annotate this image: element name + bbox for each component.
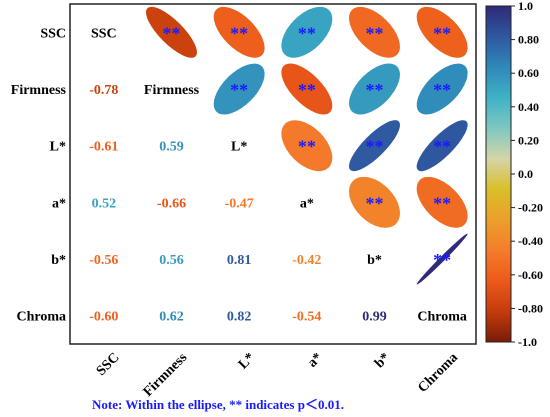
- coef-label: 0.56: [159, 253, 184, 268]
- col-label-b: b*: [372, 350, 393, 371]
- footnote: Note: Within the ellipse, ** indicates p…: [92, 397, 344, 412]
- diag-label-l: L*: [231, 140, 247, 155]
- coef-label: -0.42: [292, 253, 321, 268]
- colorbar-tick-label: -0.80: [518, 301, 543, 315]
- significance-marker: **: [230, 80, 248, 100]
- colorbar-tick-label: -0.40: [518, 234, 543, 248]
- coef-label: 0.59: [159, 140, 184, 155]
- col-label-firmness: Firmness: [141, 350, 191, 400]
- colorbar-tick-label: -1.0: [518, 335, 537, 349]
- coef-label: 0.99: [362, 310, 387, 325]
- colorbar-tick-label: 0.40: [518, 100, 539, 114]
- corr-ellipse: [348, 176, 400, 228]
- corr-ellipse: [213, 6, 265, 58]
- corr-ellipse: [416, 176, 468, 228]
- colorbar-tick-label: 0.80: [518, 33, 539, 47]
- significance-marker: **: [433, 80, 451, 100]
- significance-marker: **: [230, 23, 248, 43]
- corr-ellipse: [349, 63, 400, 115]
- diag-label-ssc: SSC: [91, 26, 117, 41]
- row-label-chroma: Chroma: [16, 310, 66, 325]
- coef-label: -0.61: [89, 140, 118, 155]
- coef-label: 0.52: [92, 196, 117, 211]
- corr-ellipse: [416, 233, 468, 285]
- row-label-ssc: SSC: [40, 26, 66, 41]
- corr-ellipse: [281, 120, 333, 172]
- diag-label-chroma: Chroma: [417, 310, 467, 325]
- corr-ellipse: [416, 120, 468, 172]
- col-label-chroma: Chroma: [415, 350, 461, 396]
- corr-ellipse: [281, 6, 333, 58]
- coef-label: 0.81: [227, 253, 252, 268]
- colorbar-tick-label: 0.0: [518, 167, 533, 181]
- significance-marker: **: [298, 23, 316, 43]
- col-label-l: L*: [236, 350, 258, 372]
- diag-label-firmness: Firmness: [144, 83, 200, 98]
- colorbar-gradient: [485, 5, 512, 343]
- significance-marker: **: [298, 137, 316, 157]
- colorbar: 1.0 0.80 0.60 0.40 0.20 0.0 -0.20 -0.40 -0.60 -0.…: [485, 0, 543, 349]
- matrix-frame: [69, 3, 477, 345]
- corr-ellipse: [348, 120, 400, 172]
- colorbar-tick-label: 0.60: [518, 66, 539, 80]
- coef-label: -0.47: [225, 196, 254, 211]
- coef-label: 0.82: [227, 310, 252, 325]
- coef-label: -0.60: [89, 310, 118, 325]
- diag-label-b: b*: [367, 253, 382, 268]
- matrix-cells: SSC ** ** ** ** ** -0.78 Firmness ** ** ** ** -0.61 0…: [89, 6, 468, 325]
- significance-marker: **: [366, 23, 384, 43]
- col-label-ssc: SSC: [94, 350, 123, 379]
- colorbar-tick-label: 1.0: [518, 0, 533, 13]
- significance-marker: **: [366, 193, 384, 213]
- corr-ellipse: [416, 6, 468, 58]
- corr-ellipse: [213, 63, 265, 115]
- corr-ellipse: [416, 63, 468, 115]
- coef-label: -0.66: [157, 196, 186, 211]
- significance-marker: **: [433, 193, 451, 213]
- row-label-b: b*: [51, 253, 66, 268]
- significance-marker: **: [433, 137, 451, 157]
- significance-marker: **: [298, 80, 316, 100]
- colorbar-tick-label: -0.20: [518, 201, 543, 215]
- corr-ellipse: [281, 63, 333, 115]
- significance-marker: **: [163, 23, 181, 43]
- row-label-l: L*: [50, 140, 66, 155]
- coef-label: -0.56: [89, 253, 118, 268]
- significance-marker: **: [366, 137, 384, 157]
- col-label-a: a*: [305, 350, 326, 371]
- colorbar-tick-label: 0.20: [518, 133, 539, 147]
- corr-ellipse: [146, 6, 197, 58]
- coef-label: -0.78: [89, 83, 118, 98]
- row-label-firmness: Firmness: [11, 83, 67, 98]
- corr-ellipse: [349, 6, 400, 58]
- significance-marker: **: [366, 80, 384, 100]
- coef-label: 0.62: [159, 310, 184, 325]
- significance-marker: **: [433, 23, 451, 43]
- diag-label-a: a*: [300, 196, 314, 211]
- coef-label: -0.54: [292, 310, 321, 325]
- row-label-a: a*: [52, 196, 66, 211]
- significance-marker: **: [433, 250, 451, 270]
- colorbar-tick-label: -0.60: [518, 268, 543, 282]
